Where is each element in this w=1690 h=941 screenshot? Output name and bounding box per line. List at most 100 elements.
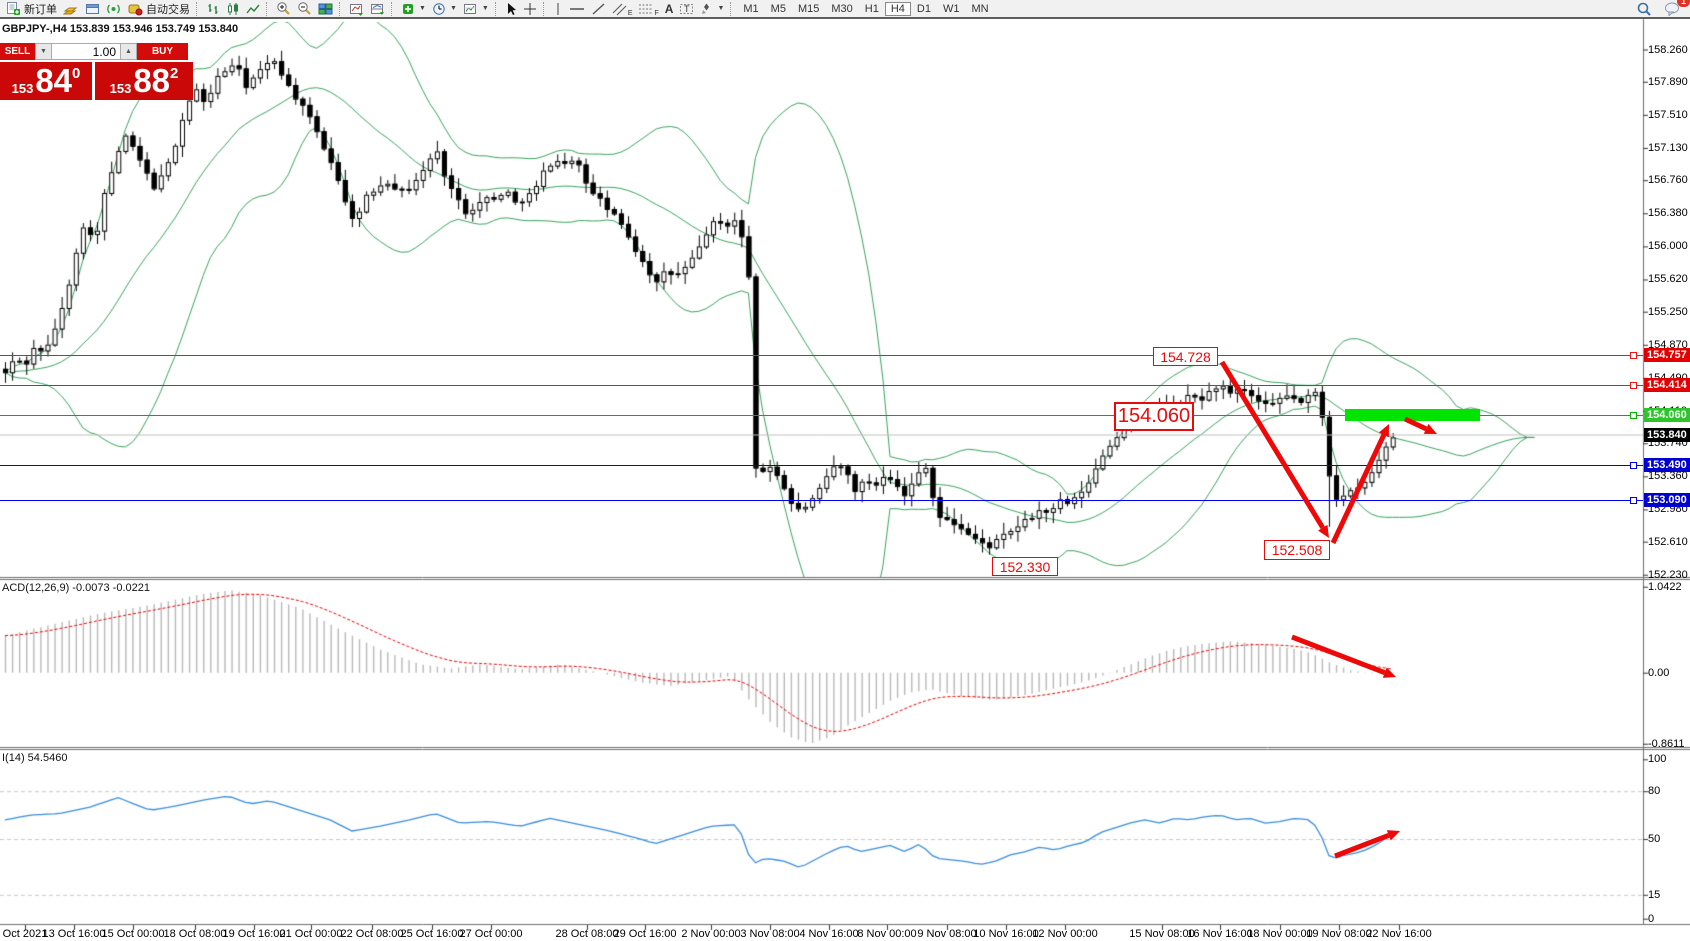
price-axis-tick: 156.000: [1648, 240, 1688, 253]
green-zone-rectangle[interactable]: [1345, 409, 1480, 421]
data-window-icon: [85, 2, 100, 16]
level-line-handle[interactable]: [1630, 461, 1637, 469]
vertical-line-tool[interactable]: [550, 0, 566, 17]
toolbar-separator: [730, 1, 733, 16]
horizontal-line-tool[interactable]: [566, 0, 588, 17]
timeframe-button-m5[interactable]: M5: [770, 2, 786, 15]
new-order-icon: [6, 1, 21, 16]
chat-bubble-icon: [1664, 1, 1681, 17]
channel-icon: [612, 2, 627, 16]
sell-price-display[interactable]: 153 84 0: [0, 62, 92, 100]
price-level-badge: 154.414: [1644, 377, 1690, 392]
horizontal-level-line[interactable]: [0, 415, 1643, 417]
shapes-dropdown[interactable]: ▼: [697, 0, 727, 17]
timeframe-button-m30[interactable]: M30: [831, 2, 853, 15]
annotation-price-label[interactable]: 152.508: [1264, 540, 1330, 560]
volume-decrease-button[interactable]: ▼: [35, 43, 52, 60]
macd-axis-tick: -0.8611: [1648, 737, 1685, 750]
level-line-handle[interactable]: [1630, 496, 1637, 504]
signal-icon: [106, 2, 121, 16]
price-axis-tick: 156.760: [1648, 174, 1688, 187]
time-axis-label: Oct 2021: [2, 928, 48, 940]
crosshair-tool-button[interactable]: [520, 0, 540, 17]
cursor-tool-button[interactable]: [502, 0, 520, 17]
timeframe-button-mn[interactable]: MN: [971, 2, 989, 15]
text-label-icon: T: [679, 2, 694, 16]
autotrading-button[interactable]: 自动交易: [124, 0, 193, 17]
timeframe-button-d1[interactable]: D1: [916, 2, 931, 15]
volume-input[interactable]: [52, 43, 120, 60]
toolbar-separator: [339, 1, 342, 16]
timeframe-bar: M1 M5 M15 M30 H1 H4 D1 W1 MN: [737, 1, 994, 16]
period-dropdown[interactable]: ▼: [429, 0, 460, 17]
timeframe-button-h1[interactable]: H1: [864, 2, 879, 15]
time-axis-label: 9 Nov 08:00: [917, 928, 977, 940]
timeframe-button-w1[interactable]: W1: [942, 2, 960, 15]
time-axis-label: 21 Oct 00:00: [279, 928, 343, 940]
horizontal-level-line[interactable]: [0, 464, 1643, 466]
level-line-handle[interactable]: [1630, 412, 1637, 420]
zoom-out-icon: [297, 1, 312, 16]
rsi-axis-tick: 50: [1648, 833, 1661, 845]
sell-price-prefix: 153: [11, 81, 34, 96]
buy-price-display[interactable]: 153 88 2: [95, 62, 193, 100]
search-button[interactable]: [1633, 0, 1655, 17]
time-axis-label: 19 Nov 08:00: [1306, 928, 1372, 940]
level-line-handle[interactable]: [1630, 351, 1637, 359]
horizontal-level-line[interactable]: [0, 499, 1643, 501]
buy-button[interactable]: BUY: [137, 43, 188, 60]
text-label-tool[interactable]: T: [676, 0, 697, 17]
macd-axis-tick: 1.0422: [1648, 580, 1682, 593]
new-order-button[interactable]: 新订单: [3, 0, 60, 17]
timeframe-button-m1[interactable]: M1: [743, 2, 759, 15]
indicator-list-button[interactable]: [346, 0, 367, 17]
price-axis-tick: 152.610: [1648, 535, 1688, 548]
annotation-price-label[interactable]: 152.330: [992, 557, 1058, 576]
bar-chart-button[interactable]: [203, 0, 223, 17]
shapes-icon: [700, 2, 713, 15]
trendline-tool[interactable]: [588, 0, 609, 17]
zoom-out-button[interactable]: [294, 0, 315, 17]
timeframe-button-m15[interactable]: M15: [797, 2, 820, 15]
channel-tool[interactable]: E: [609, 0, 636, 17]
sell-button[interactable]: SELL: [0, 43, 35, 60]
rsi-axis-tick: 0: [1648, 912, 1655, 925]
timeframe-button-h4[interactable]: H4: [884, 1, 911, 16]
template-dropdown[interactable]: ▼: [460, 0, 492, 17]
cursor-icon: [505, 2, 517, 16]
price-level-badge: 153.490: [1644, 457, 1690, 472]
rsi-label: I(14) 54.5460: [2, 752, 68, 764]
data-window-button[interactable]: [82, 0, 103, 17]
text-tool[interactable]: A: [662, 0, 677, 17]
indicator-window-icon: [370, 2, 385, 16]
tile-windows-button[interactable]: [315, 0, 336, 17]
notifications-button[interactable]: 1: [1661, 0, 1690, 17]
line-chart-button[interactable]: [243, 0, 263, 17]
add-indicator-icon: [401, 2, 415, 16]
tile-windows-icon: [318, 2, 333, 16]
signals-button[interactable]: [103, 0, 124, 17]
price-axis-tick: 152.230: [1648, 568, 1688, 581]
buy-price-big: 88: [133, 62, 171, 99]
price-axis-tick: 155.250: [1648, 305, 1688, 318]
zoom-in-button[interactable]: [273, 0, 294, 17]
buy-price-sup: 2: [170, 65, 179, 82]
level-line-handle[interactable]: [1630, 381, 1637, 389]
fibo-sub-label: F: [654, 10, 659, 17]
fibonacci-tool[interactable]: F: [635, 0, 661, 17]
line-chart-icon: [246, 2, 260, 16]
horizontal-level-line[interactable]: [0, 354, 1643, 356]
candlestick-chart-button[interactable]: [223, 0, 243, 17]
horizontal-level-line[interactable]: [0, 384, 1643, 386]
add-indicator-dropdown[interactable]: ▼: [398, 0, 429, 17]
time-axis-label: 19 Oct 16:00: [222, 928, 286, 940]
one-click-trading-panel: SELL ▼ ▲ BUY 153 84 0 153 88 2: [0, 43, 193, 100]
annotation-price-label[interactable]: 154.728: [1153, 347, 1218, 366]
market-watch-button[interactable]: [60, 0, 82, 17]
gold-bars-icon: [62, 2, 79, 16]
volume-increase-button[interactable]: ▲: [120, 43, 137, 60]
price-level-badge: 153.090: [1644, 492, 1690, 507]
annotation-price-label[interactable]: 154.060: [1114, 402, 1194, 431]
indicator-window-button[interactable]: [367, 0, 388, 17]
